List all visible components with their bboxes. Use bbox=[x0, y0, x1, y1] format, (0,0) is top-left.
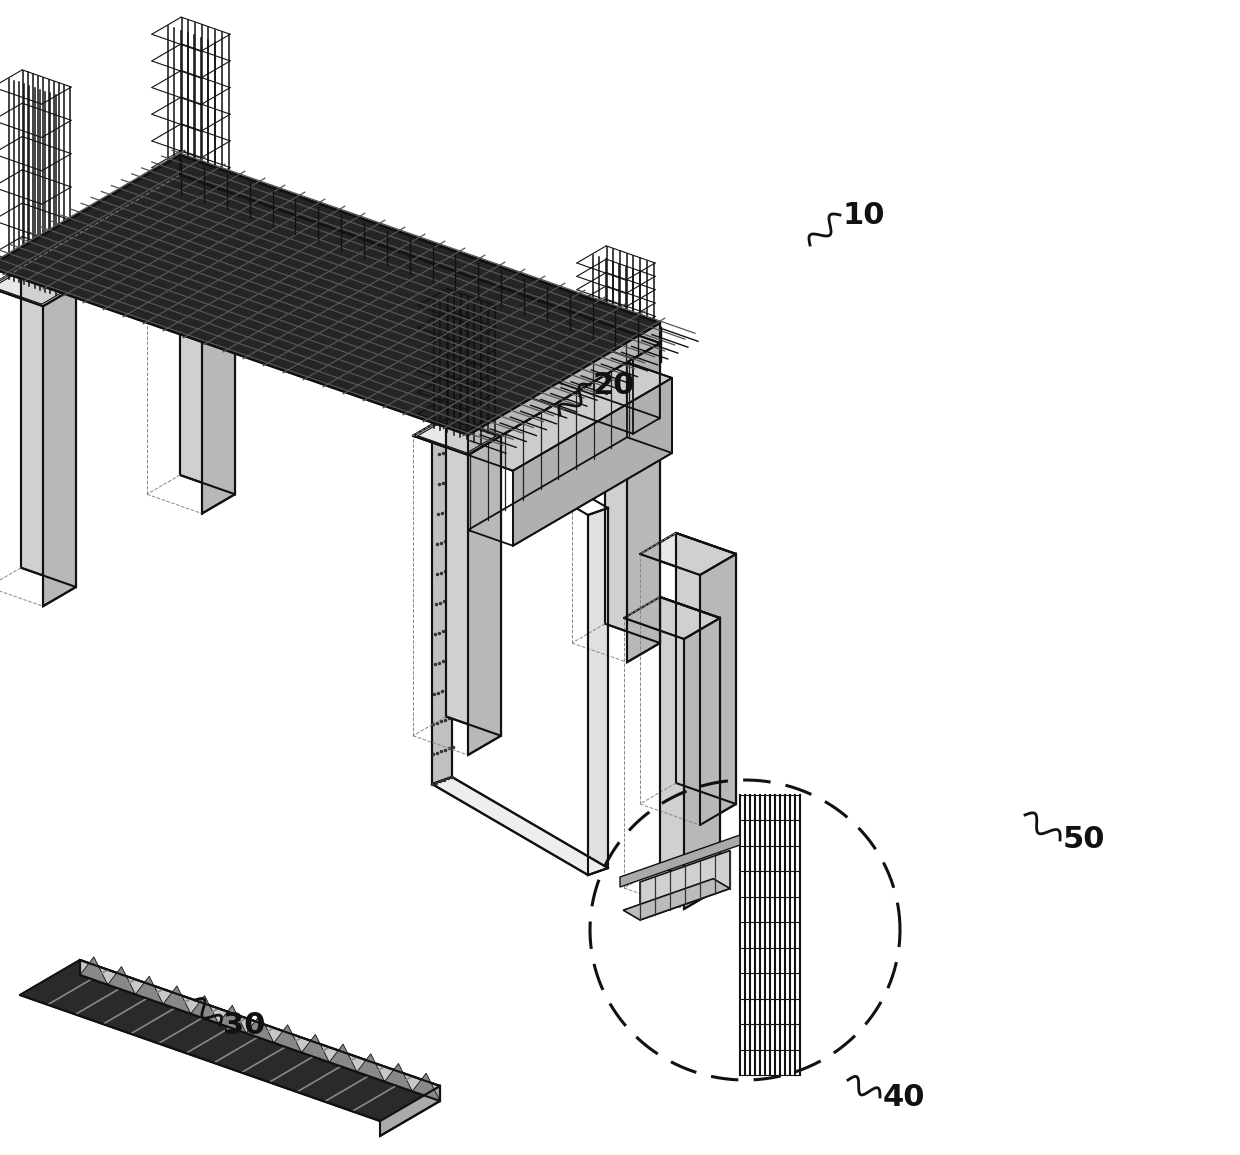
Polygon shape bbox=[43, 286, 76, 606]
Polygon shape bbox=[467, 435, 501, 755]
Polygon shape bbox=[572, 323, 660, 363]
Polygon shape bbox=[208, 194, 660, 359]
Text: 10: 10 bbox=[843, 201, 885, 230]
Polygon shape bbox=[135, 976, 164, 1004]
Polygon shape bbox=[81, 960, 440, 1101]
Polygon shape bbox=[191, 996, 218, 1023]
Text: 30: 30 bbox=[223, 1011, 265, 1040]
Polygon shape bbox=[413, 1073, 440, 1101]
Polygon shape bbox=[432, 417, 453, 784]
Polygon shape bbox=[676, 532, 737, 804]
Polygon shape bbox=[218, 1005, 247, 1034]
Polygon shape bbox=[624, 879, 730, 921]
Polygon shape bbox=[632, 343, 660, 434]
Polygon shape bbox=[467, 363, 672, 471]
Polygon shape bbox=[81, 956, 108, 985]
Polygon shape bbox=[446, 417, 501, 736]
Polygon shape bbox=[384, 1064, 413, 1091]
Polygon shape bbox=[432, 777, 608, 875]
Polygon shape bbox=[413, 417, 501, 455]
Polygon shape bbox=[247, 1015, 274, 1043]
Polygon shape bbox=[301, 1035, 330, 1063]
Polygon shape bbox=[627, 363, 672, 453]
Text: 20: 20 bbox=[593, 371, 635, 400]
Polygon shape bbox=[0, 268, 76, 306]
Polygon shape bbox=[605, 323, 660, 643]
Polygon shape bbox=[180, 176, 236, 494]
Polygon shape bbox=[236, 194, 660, 418]
Polygon shape bbox=[627, 343, 660, 662]
Polygon shape bbox=[588, 508, 608, 875]
Polygon shape bbox=[640, 532, 737, 575]
Polygon shape bbox=[330, 1044, 357, 1072]
Polygon shape bbox=[701, 554, 737, 825]
Polygon shape bbox=[357, 1053, 384, 1081]
Polygon shape bbox=[624, 597, 720, 639]
Polygon shape bbox=[108, 967, 135, 994]
Polygon shape bbox=[164, 986, 191, 1014]
Polygon shape bbox=[640, 850, 730, 921]
Text: 50: 50 bbox=[1063, 826, 1106, 855]
Polygon shape bbox=[202, 194, 236, 514]
Polygon shape bbox=[660, 597, 720, 888]
Polygon shape bbox=[684, 618, 720, 909]
Polygon shape bbox=[620, 835, 740, 887]
Polygon shape bbox=[148, 176, 236, 214]
Text: 40: 40 bbox=[883, 1082, 925, 1111]
Polygon shape bbox=[0, 155, 660, 435]
Polygon shape bbox=[274, 1024, 301, 1052]
Polygon shape bbox=[513, 378, 672, 546]
Polygon shape bbox=[180, 155, 660, 343]
Polygon shape bbox=[379, 1086, 440, 1137]
Polygon shape bbox=[467, 323, 660, 455]
Polygon shape bbox=[21, 268, 76, 587]
Polygon shape bbox=[20, 960, 440, 1122]
